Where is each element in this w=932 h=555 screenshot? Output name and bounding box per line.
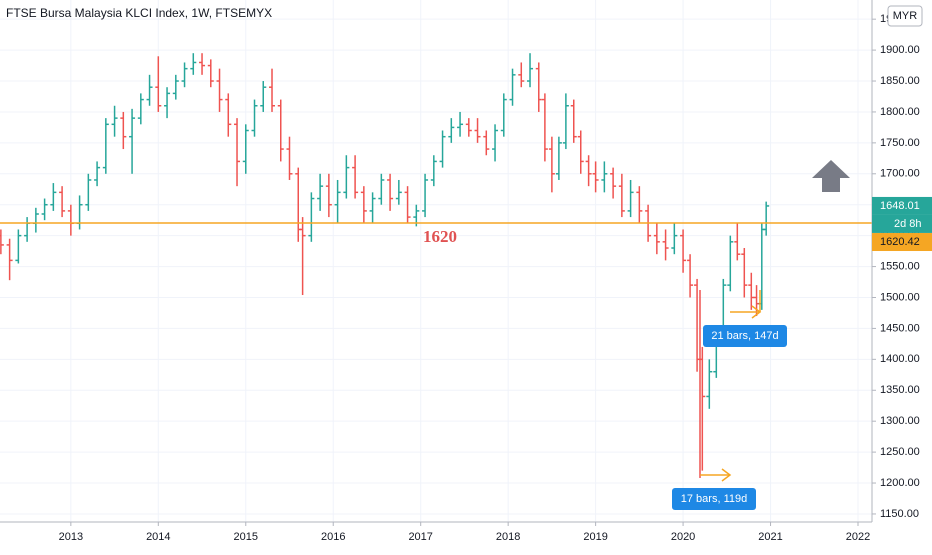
x-tick-label: 2021 (758, 531, 782, 543)
axes: 1150.00 1200.00 1250.00 1300.00 1350.00 1400.… (59, 5, 932, 543)
y-tick-label: 1900.00 (880, 44, 920, 56)
y-tick-label: 1850.00 (880, 75, 920, 87)
x-tick-label: 2013 (59, 531, 83, 543)
y-tick-label: 1450.00 (880, 322, 920, 334)
last-price-label: 1648.01 (880, 200, 920, 212)
currency-box (887, 5, 923, 27)
range-label: 21 bars, 147d (711, 330, 778, 342)
range-label-box (672, 488, 756, 510)
x-tick-label: 2015 (234, 531, 258, 543)
countdown-box (872, 214, 932, 233)
y-tick-label: 1400.00 (880, 353, 920, 365)
y-tick-label: 1350.00 (880, 384, 920, 396)
currency-label: MYR (893, 10, 918, 22)
level-price-label: 1620.42 (880, 236, 920, 248)
x-tick-label: 2018 (496, 531, 520, 543)
y-tick-label: 1200.00 (880, 477, 920, 489)
x-tick-label: 2017 (408, 531, 432, 543)
x-tick-label: 2014 (146, 531, 170, 543)
y-tick-label: 1500.00 (880, 291, 920, 303)
arrow-head (721, 468, 732, 482)
y-tick-label: 1300.00 (880, 415, 920, 427)
x-tick-label: 2022 (846, 531, 870, 543)
level-price-box (872, 233, 932, 252)
level-annotation: 1620 (423, 227, 457, 246)
x-tick-label: 2019 (583, 531, 607, 543)
x-tick-label: 2016 (321, 531, 345, 543)
range-label-box (703, 325, 787, 347)
price-bars (0, 53, 770, 471)
range-label: 17 bars, 119d (681, 493, 747, 505)
y-tick-label: 1150.00 (880, 508, 919, 520)
last-price-box (872, 196, 932, 215)
countdown-label: 2d 8h (894, 218, 922, 230)
up-arrow-icon (812, 160, 850, 192)
y-tick-label: 1800.00 (880, 106, 920, 118)
x-tick-label: 2020 (671, 531, 695, 543)
y-tick-label: 1550.00 (880, 260, 920, 272)
date-range-tools (699, 290, 762, 482)
y-tick-label: 1250.00 (880, 446, 920, 458)
chart-title: FTSE Bursa Malaysia KLCI Index, 1W, FTSE… (6, 6, 272, 20)
y-tick-label: 1750.00 (880, 137, 920, 149)
y-tick-label: 1700.00 (880, 168, 920, 180)
